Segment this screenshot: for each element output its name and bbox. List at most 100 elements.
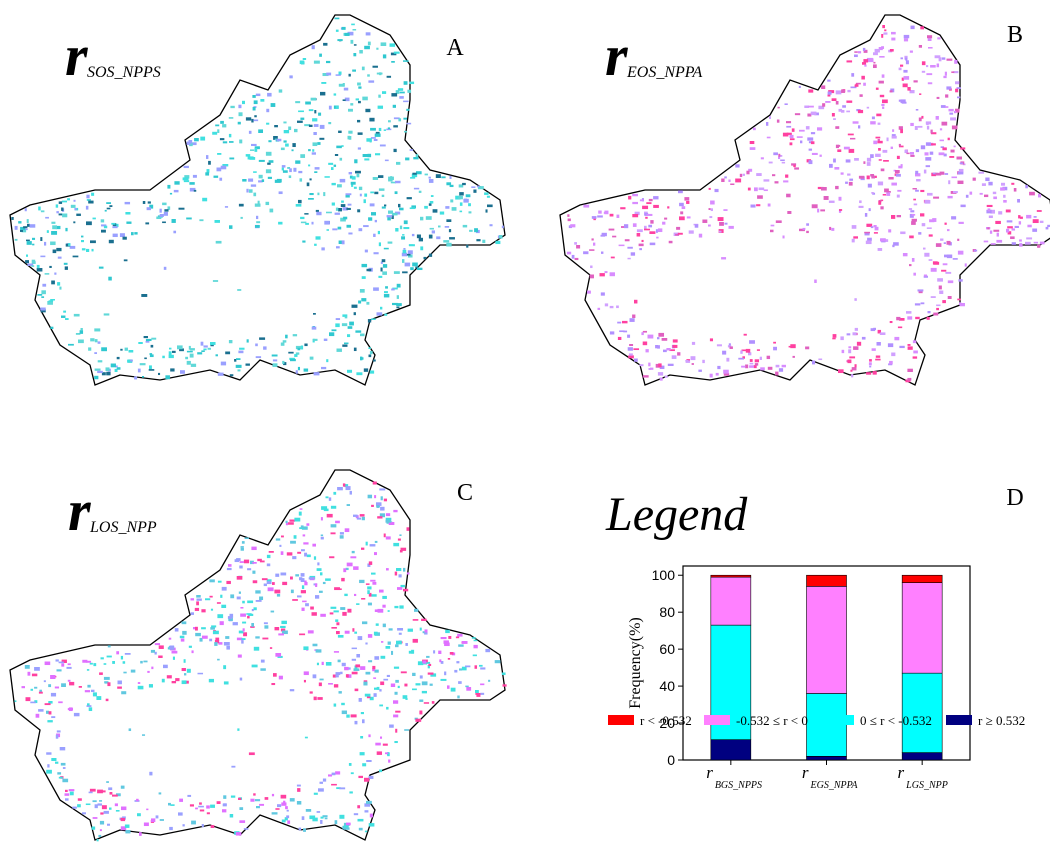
vegetation-pixel [374,139,378,141]
x-tick-label: LGS_NPP [905,780,948,791]
vegetation-pixel [224,642,230,646]
vegetation-pixel [301,525,304,528]
vegetation-pixel [811,132,815,134]
vegetation-pixel [387,76,391,78]
vegetation-pixel [260,668,265,671]
vegetation-pixel [104,313,110,315]
vegetation-pixel [335,771,340,774]
panel-letter: C [457,480,473,506]
vegetation-pixel [329,106,332,110]
vegetation-pixel [354,348,357,351]
vegetation-pixel [947,229,949,231]
vegetation-pixel [818,359,822,361]
vegetation-pixel [321,517,323,520]
vegetation-pixel [298,171,302,173]
vegetation-pixel [702,220,707,223]
vegetation-pixel [162,203,166,206]
vegetation-pixel [86,249,89,252]
vegetation-pixel [874,232,878,234]
vegetation-pixel [367,74,370,76]
vegetation-pixel [182,668,186,671]
vegetation-pixel [324,221,330,225]
vegetation-pixel [413,619,419,621]
vegetation-pixel [112,661,115,664]
vegetation-pixel [151,667,153,670]
vegetation-pixel [722,351,726,355]
vegetation-pixel [39,692,43,694]
vegetation-pixel [355,171,361,174]
vegetation-pixel [987,227,989,229]
vegetation-pixel [395,181,401,183]
vegetation-pixel [729,343,731,345]
vegetation-pixel [590,266,592,269]
vegetation-pixel [660,378,663,381]
vegetation-pixel [623,331,627,333]
vegetation-pixel [243,632,247,636]
vegetation-pixel [383,744,388,746]
vegetation-pixel [375,220,377,222]
vegetation-pixel [366,672,371,675]
vegetation-pixel [916,109,919,111]
vegetation-pixel [441,679,447,681]
vegetation-pixel [301,590,306,593]
vegetation-pixel [229,225,232,229]
vegetation-pixel [939,152,945,155]
vegetation-pixel [907,369,913,372]
vegetation-pixel [200,137,205,141]
vegetation-pixel [376,48,378,50]
vegetation-pixel [62,779,68,783]
vegetation-pixel [937,37,940,39]
vegetation-pixel [474,228,478,232]
bar-segment [807,586,847,693]
vegetation-pixel [239,140,242,144]
vegetation-pixel [389,725,394,728]
vegetation-pixel [841,172,844,174]
vegetation-pixel [371,573,376,575]
vegetation-pixel [951,71,954,73]
vegetation-pixel [673,339,678,342]
vegetation-pixel [107,682,110,686]
vegetation-pixel [225,352,230,355]
vegetation-pixel [352,672,358,675]
vegetation-pixel [262,578,268,580]
vegetation-pixel [873,62,875,64]
vegetation-pixel [812,153,818,155]
vegetation-pixel [610,331,614,334]
vegetation-pixel [480,684,484,686]
vegetation-pixel [859,206,864,208]
vegetation-pixel [125,653,131,655]
vegetation-pixel [308,630,314,633]
vegetation-pixel [408,629,413,632]
vegetation-pixel [336,146,342,149]
vegetation-pixel [366,760,371,762]
vegetation-pixel [298,367,300,370]
vegetation-pixel [144,358,147,360]
vegetation-pixel [889,361,893,364]
vegetation-pixel [933,261,938,264]
vegetation-pixel [918,232,921,235]
vegetation-pixel [331,784,337,786]
vegetation-pixel [220,621,224,625]
vegetation-pixel [149,369,155,371]
vegetation-pixel [192,650,194,653]
vegetation-pixel [939,57,942,61]
vegetation-pixel [164,212,168,216]
vegetation-pixel [961,205,966,208]
vegetation-pixel [360,752,365,755]
vegetation-pixel [1040,242,1045,245]
vegetation-pixel [348,136,351,140]
vegetation-pixel [391,651,393,655]
vegetation-pixel [985,178,989,182]
vegetation-pixel [417,235,421,239]
vegetation-pixel [821,85,825,89]
vegetation-pixel [404,684,407,687]
vegetation-pixel [628,196,631,200]
vegetation-pixel [353,29,357,31]
vegetation-pixel [269,551,274,553]
vegetation-pixel [984,241,989,243]
vegetation-pixel [628,258,631,260]
vegetation-pixel [347,225,352,228]
vegetation-pixel [380,682,384,686]
vegetation-pixel [403,568,405,572]
vegetation-pixel [644,229,650,231]
